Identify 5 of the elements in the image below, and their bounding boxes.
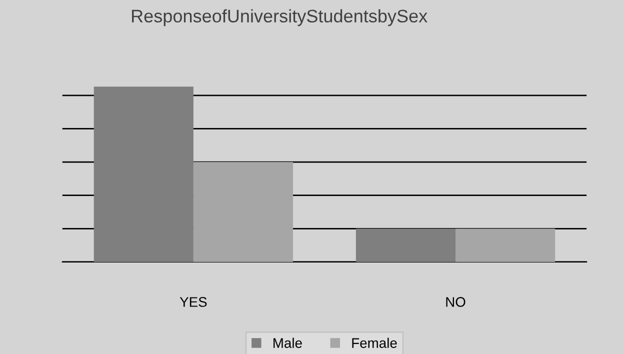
chart-title: ResponseofUniversityStudentsbySex	[132, 9, 428, 26]
x-tick-label: NO	[446, 297, 466, 307]
x-tick-label: YES	[180, 297, 207, 307]
legend-label: Female	[352, 338, 397, 348]
legend-label: Male	[274, 338, 302, 348]
